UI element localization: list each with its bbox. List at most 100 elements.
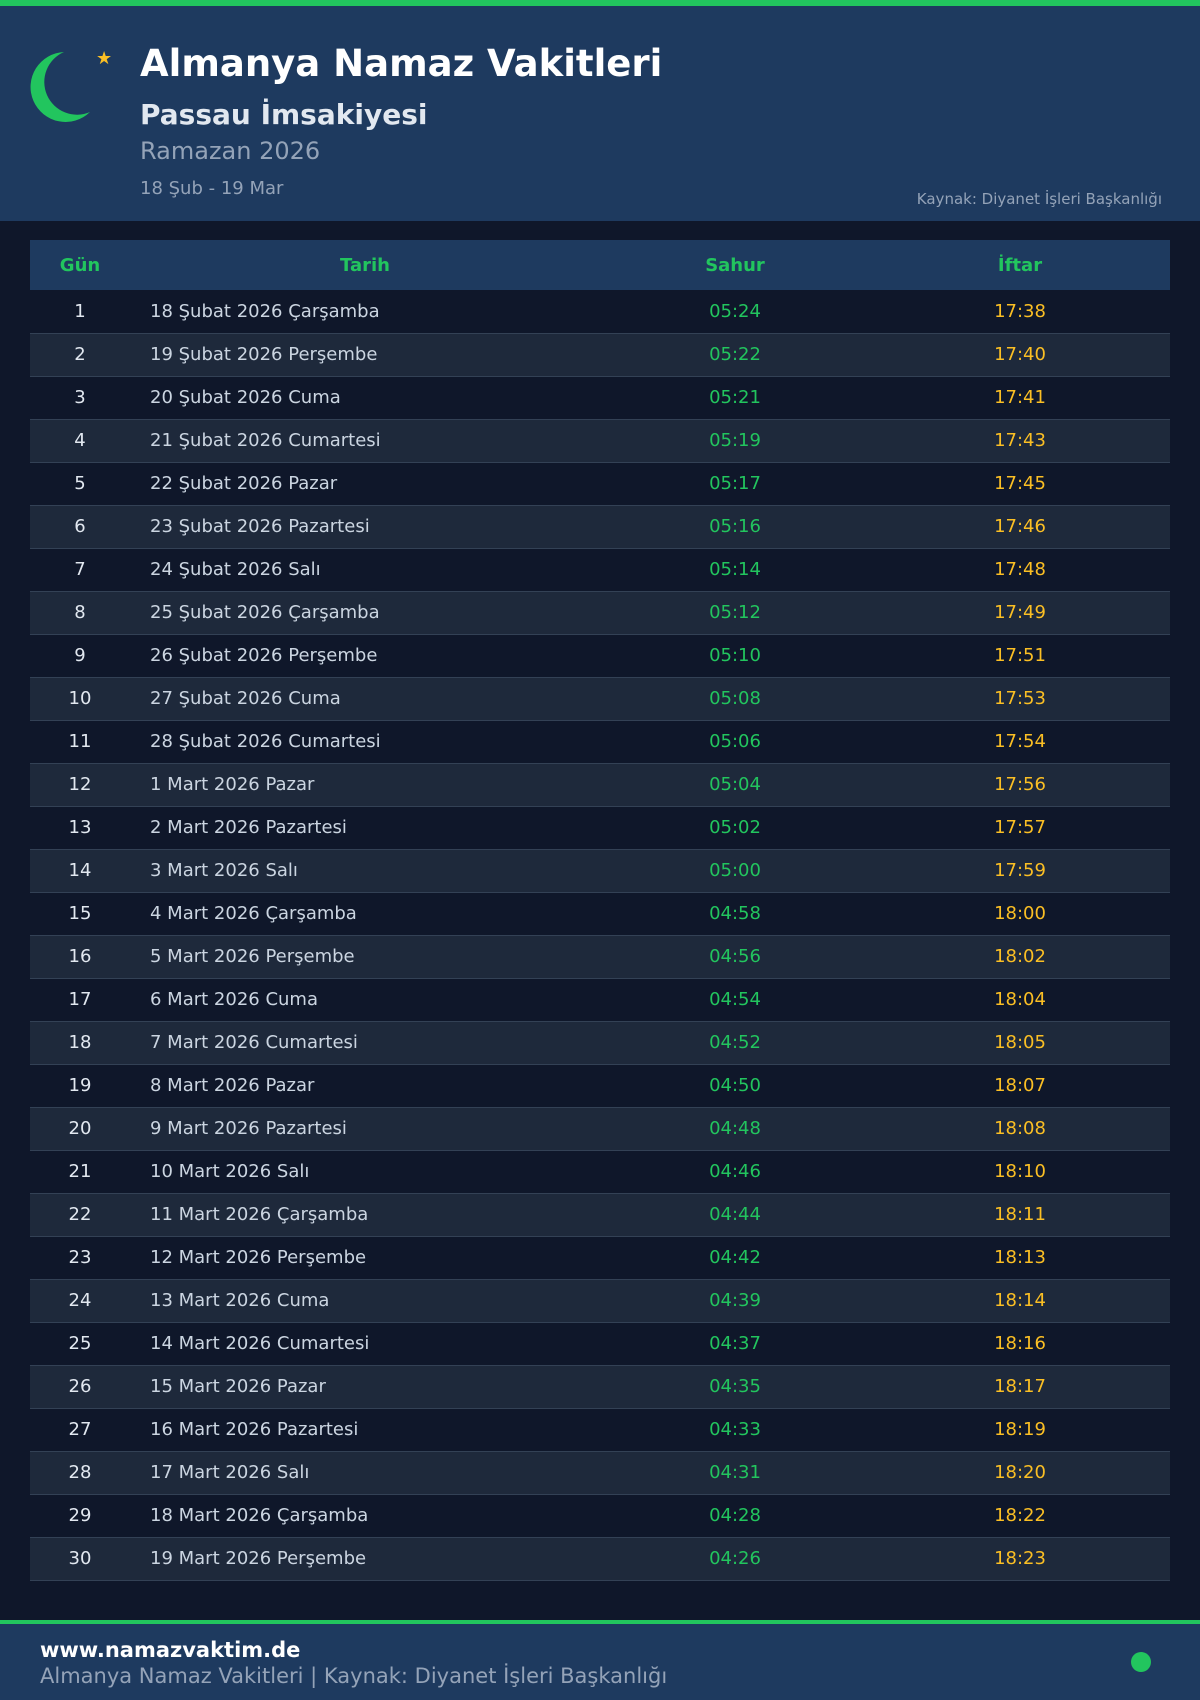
day-cell: 21 [30, 1150, 130, 1194]
iftar-cell: 17:54 [870, 720, 1170, 764]
sahur-cell: 04:39 [600, 1279, 870, 1323]
date-cell: 14 Mart 2026 Cumartesi [130, 1322, 600, 1366]
table-row: 30 19 Mart 2026 Perşembe 04:26 18:23 [30, 1537, 1170, 1581]
iftar-cell: 17:51 [870, 634, 1170, 678]
day-cell: 12 [30, 763, 130, 807]
date-cell: 17 Mart 2026 Salı [130, 1451, 600, 1495]
date-cell: 16 Mart 2026 Pazartesi [130, 1408, 600, 1452]
sahur-cell: 05:19 [600, 419, 870, 463]
table-row: 14 3 Mart 2026 Salı 05:00 17:59 [30, 849, 1170, 893]
iftar-cell: 18:04 [870, 978, 1170, 1022]
table-row: 8 25 Şubat 2026 Çarşamba 05:12 17:49 [30, 591, 1170, 635]
date-cell: 12 Mart 2026 Perşembe [130, 1236, 600, 1280]
date-cell: 21 Şubat 2026 Cumartesi [130, 419, 600, 463]
iftar-cell: 18:08 [870, 1107, 1170, 1151]
table-row: 25 14 Mart 2026 Cumartesi 04:37 18:16 [30, 1322, 1170, 1366]
status-dot-icon [1131, 1652, 1151, 1672]
sahur-cell: 04:42 [600, 1236, 870, 1280]
day-cell: 5 [30, 462, 130, 506]
table-row: 6 23 Şubat 2026 Pazartesi 05:16 17:46 [30, 505, 1170, 549]
sahur-cell: 04:31 [600, 1451, 870, 1495]
sahur-cell: 04:33 [600, 1408, 870, 1452]
page-header: ★ Almanya Namaz Vakitleri Passau İmsakiy… [0, 6, 1200, 221]
table-row: 27 16 Mart 2026 Pazartesi 04:33 18:19 [30, 1408, 1170, 1452]
footer-site-link[interactable]: www.namazvaktim.de [40, 1638, 301, 1662]
table-row: 9 26 Şubat 2026 Perşembe 05:10 17:51 [30, 634, 1170, 678]
day-cell: 13 [30, 806, 130, 850]
day-cell: 4 [30, 419, 130, 463]
sahur-cell: 04:56 [600, 935, 870, 979]
sahur-cell: 05:16 [600, 505, 870, 549]
column-header-gun: Gün [30, 240, 130, 290]
iftar-cell: 18:23 [870, 1537, 1170, 1581]
table-row: 7 24 Şubat 2026 Salı 05:14 17:48 [30, 548, 1170, 592]
table-row: 28 17 Mart 2026 Salı 04:31 18:20 [30, 1451, 1170, 1495]
day-cell: 14 [30, 849, 130, 893]
iftar-cell: 17:45 [870, 462, 1170, 506]
column-header-sahur: Sahur [600, 240, 870, 290]
date-cell: 10 Mart 2026 Salı [130, 1150, 600, 1194]
sahur-cell: 05:04 [600, 763, 870, 807]
table-row: 3 20 Şubat 2026 Cuma 05:21 17:41 [30, 376, 1170, 420]
table-row: 15 4 Mart 2026 Çarşamba 04:58 18:00 [30, 892, 1170, 936]
day-cell: 8 [30, 591, 130, 635]
sahur-cell: 04:52 [600, 1021, 870, 1065]
iftar-cell: 17:57 [870, 806, 1170, 850]
table-row: 29 18 Mart 2026 Çarşamba 04:28 18:22 [30, 1494, 1170, 1538]
iftar-cell: 17:56 [870, 763, 1170, 807]
page-footer: www.namazvaktim.de Almanya Namaz Vakitle… [0, 1624, 1200, 1700]
footer-accent-bar [0, 1620, 1200, 1624]
sahur-cell: 04:26 [600, 1537, 870, 1581]
day-cell: 23 [30, 1236, 130, 1280]
iftar-cell: 18:16 [870, 1322, 1170, 1366]
sahur-cell: 04:37 [600, 1322, 870, 1366]
footer-text: Almanya Namaz Vakitleri | Kaynak: Diyane… [40, 1664, 668, 1688]
table-row: 24 13 Mart 2026 Cuma 04:39 18:14 [30, 1279, 1170, 1323]
iftar-cell: 18:05 [870, 1021, 1170, 1065]
table-row: 13 2 Mart 2026 Pazartesi 05:02 17:57 [30, 806, 1170, 850]
table-row: 19 8 Mart 2026 Pazar 04:50 18:07 [30, 1064, 1170, 1108]
date-cell: 20 Şubat 2026 Cuma [130, 376, 600, 420]
date-cell: 26 Şubat 2026 Perşembe [130, 634, 600, 678]
iftar-cell: 17:48 [870, 548, 1170, 592]
sahur-cell: 05:02 [600, 806, 870, 850]
day-cell: 9 [30, 634, 130, 678]
page-title: Almanya Namaz Vakitleri [140, 42, 663, 85]
column-header-iftar: İftar [870, 240, 1170, 290]
date-cell: 18 Şubat 2026 Çarşamba [130, 290, 600, 334]
iftar-cell: 18:17 [870, 1365, 1170, 1409]
date-cell: 1 Mart 2026 Pazar [130, 763, 600, 807]
date-range: 18 Şub - 19 Mar [140, 178, 284, 199]
table-row: 1 18 Şubat 2026 Çarşamba 05:24 17:38 [30, 290, 1170, 334]
sahur-cell: 05:10 [600, 634, 870, 678]
day-cell: 18 [30, 1021, 130, 1065]
table-row: 21 10 Mart 2026 Salı 04:46 18:10 [30, 1150, 1170, 1194]
date-cell: 6 Mart 2026 Cuma [130, 978, 600, 1022]
day-cell: 22 [30, 1193, 130, 1237]
city-subtitle: Passau İmsakiyesi [140, 98, 428, 131]
date-cell: 13 Mart 2026 Cuma [130, 1279, 600, 1323]
sahur-cell: 05:14 [600, 548, 870, 592]
day-cell: 2 [30, 333, 130, 377]
date-cell: 7 Mart 2026 Cumartesi [130, 1021, 600, 1065]
date-cell: 27 Şubat 2026 Cuma [130, 677, 600, 721]
iftar-cell: 17:59 [870, 849, 1170, 893]
day-cell: 30 [30, 1537, 130, 1581]
star-icon: ★ [96, 48, 113, 69]
date-cell: 2 Mart 2026 Pazartesi [130, 806, 600, 850]
sahur-cell: 04:50 [600, 1064, 870, 1108]
day-cell: 29 [30, 1494, 130, 1538]
day-cell: 19 [30, 1064, 130, 1108]
day-cell: 1 [30, 290, 130, 334]
iftar-cell: 18:20 [870, 1451, 1170, 1495]
iftar-cell: 18:14 [870, 1279, 1170, 1323]
iftar-cell: 17:43 [870, 419, 1170, 463]
day-cell: 16 [30, 935, 130, 979]
sahur-cell: 05:08 [600, 677, 870, 721]
sahur-cell: 04:28 [600, 1494, 870, 1538]
sahur-cell: 05:21 [600, 376, 870, 420]
table-row: 18 7 Mart 2026 Cumartesi 04:52 18:05 [30, 1021, 1170, 1065]
iftar-cell: 18:22 [870, 1494, 1170, 1538]
sahur-cell: 04:44 [600, 1193, 870, 1237]
day-cell: 20 [30, 1107, 130, 1151]
